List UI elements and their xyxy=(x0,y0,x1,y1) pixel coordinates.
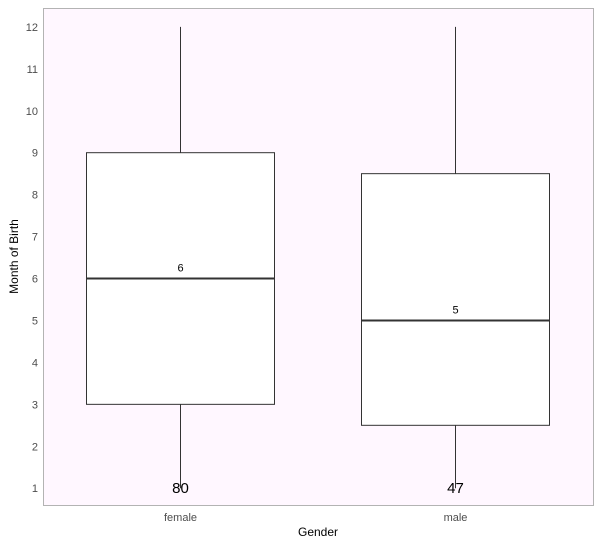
y-tick-label: 3 xyxy=(32,399,38,411)
y-tick-label: 7 xyxy=(32,232,38,244)
x-tick-label: male xyxy=(444,512,468,524)
median-label: 6 xyxy=(177,263,183,275)
y-tick-label: 2 xyxy=(32,441,38,453)
y-tick-label: 8 xyxy=(32,190,38,202)
x-tick-label: female xyxy=(164,512,197,524)
iqr-box xyxy=(361,173,550,426)
box-male: 5 47 xyxy=(361,26,550,497)
x-axis: female male xyxy=(164,512,467,524)
x-axis-title: Gender xyxy=(298,525,338,539)
box-female: 6 80 xyxy=(86,26,275,497)
y-tick-label: 9 xyxy=(32,148,38,160)
y-tick-label: 4 xyxy=(32,357,38,369)
y-tick-label: 12 xyxy=(26,22,38,34)
y-tick-label: 6 xyxy=(32,274,38,286)
count-label: 80 xyxy=(172,480,189,497)
y-tick-label: 1 xyxy=(32,483,38,495)
boxes: 6 80 5 47 xyxy=(86,26,550,497)
y-axis-title: Month of Birth xyxy=(7,219,21,294)
median-label: 5 xyxy=(452,304,458,316)
y-tick-label: 11 xyxy=(27,64,38,76)
y-tick-label: 10 xyxy=(26,106,38,118)
count-label: 47 xyxy=(447,480,464,497)
y-tick-label: 5 xyxy=(32,315,38,327)
